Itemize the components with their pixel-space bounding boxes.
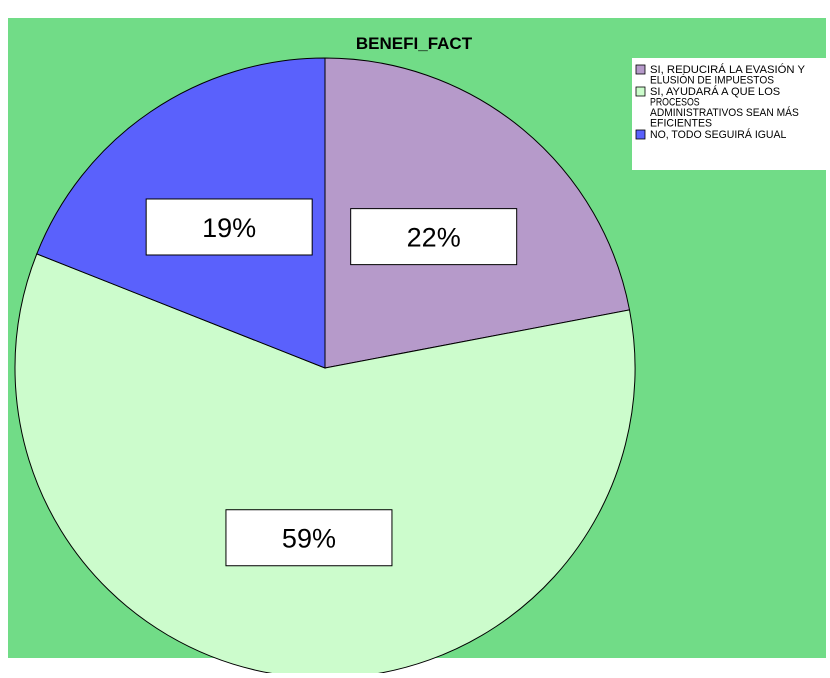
legend-label-1-line-2: ELUSIÓN DE IMPUESTOS xyxy=(650,74,774,87)
legend-box xyxy=(632,58,826,170)
legend-label-3-line-1: NO, TODO SEGUIRÁ IGUAL xyxy=(650,128,786,141)
legend-label-1-line-1: SI, REDUCIRÁ LA EVASIÓN Y xyxy=(650,63,806,76)
legend-swatch-2 xyxy=(635,86,646,97)
legend-label-2-line-1: SI, AYUDARÁ A QUE LOS xyxy=(650,85,780,98)
data-label-box-3 xyxy=(145,198,313,256)
legend-label-2-line-4: EFICIENTES xyxy=(650,118,712,130)
legend-label-2-line-3: ADMINISTRATIVOS SEAN MÁS xyxy=(650,106,799,119)
data-label-2: 59% xyxy=(282,524,336,554)
slices-layer xyxy=(14,57,636,678)
data-label-box-2 xyxy=(225,509,393,567)
legend-swatch-3 xyxy=(635,129,646,140)
labels-layer: 22% 59% 19% xyxy=(145,198,518,567)
data-label-3: 19% xyxy=(202,213,256,243)
legend-swatch-1 xyxy=(635,64,646,75)
legend-label-2-line-2: PROCESOS xyxy=(650,97,700,109)
data-label-box-1 xyxy=(350,208,518,266)
data-label-1: 22% xyxy=(407,223,461,253)
chart-title: BENEFI_FACT xyxy=(356,34,473,53)
